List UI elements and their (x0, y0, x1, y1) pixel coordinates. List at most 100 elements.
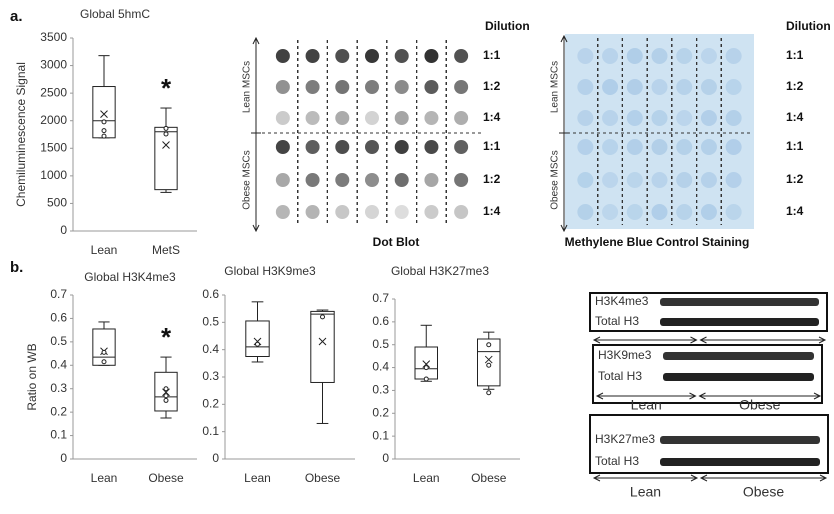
data-point (487, 363, 491, 367)
dot (365, 80, 379, 94)
y-tick-label: 0.4 (202, 342, 219, 356)
dot (365, 173, 379, 187)
stain-dot (577, 79, 593, 95)
y-tick-label: 0.7 (372, 291, 389, 305)
stain-dot (701, 204, 717, 220)
dot (306, 173, 320, 187)
box (415, 347, 438, 379)
dot (395, 140, 409, 154)
stain-dot (676, 139, 692, 155)
blot-target: H3K9me3 (598, 348, 652, 362)
dot (454, 140, 468, 154)
dot (276, 49, 290, 63)
y-tick-label: 3000 (40, 58, 67, 72)
y-tick-label: 2000 (40, 113, 67, 127)
dot (276, 111, 290, 125)
y-tick-label: 0 (60, 223, 67, 237)
stain-dot (652, 139, 668, 155)
y-tick-label: 0.7 (50, 287, 67, 301)
x-tick-label: Lean (413, 471, 440, 485)
data-point (164, 387, 168, 391)
band (660, 318, 819, 326)
dilution-heading: Dilution (485, 19, 530, 33)
y-tick-label: 0.3 (202, 369, 219, 383)
y-tick-label: 0.2 (372, 405, 389, 419)
dilution-label: 1:4 (786, 204, 804, 218)
data-point (321, 315, 325, 319)
stain-dot (602, 204, 618, 220)
significance-mark: * (161, 73, 172, 103)
chart-title: Global H3K9me3 (224, 264, 316, 278)
dot (424, 140, 438, 154)
dot (365, 140, 379, 154)
dot (365, 49, 379, 63)
group-label: Lean MSCs (550, 61, 561, 113)
y-tick-label: 0.2 (50, 404, 67, 418)
stain-dot (577, 172, 593, 188)
y-tick-label: 0.1 (202, 424, 219, 438)
data-point (164, 398, 168, 402)
x-tick-label: Obese (148, 471, 184, 485)
dot (365, 205, 379, 219)
y-tick-label: 0.1 (50, 428, 67, 442)
stain-dot (701, 110, 717, 126)
dilution-heading: Dilution (786, 19, 831, 33)
dot (395, 80, 409, 94)
stain-dot (676, 79, 692, 95)
stain-dot (602, 139, 618, 155)
y-tick-label: 2500 (40, 85, 67, 99)
significance-mark: * (161, 322, 172, 352)
dot (424, 80, 438, 94)
data-point (487, 343, 491, 347)
data-point (164, 132, 168, 136)
stain-dot (701, 79, 717, 95)
dot (454, 173, 468, 187)
dot (454, 111, 468, 125)
y-tick-label: 0 (382, 451, 389, 465)
stain-dot (577, 139, 593, 155)
x-tick-label: Obese (305, 471, 341, 485)
x-tick-label: MetS (152, 243, 180, 257)
y-tick-label: 0 (212, 451, 219, 465)
x-tick-label: Obese (471, 471, 507, 485)
caption: Dot Blot (373, 235, 420, 249)
stain-dot (577, 204, 593, 220)
chart-title: Global 5hmC (80, 7, 150, 21)
dilution-label: 1:4 (786, 110, 804, 124)
stain-dot (676, 48, 692, 64)
dilution-label: 1:2 (483, 172, 501, 186)
band (663, 352, 814, 360)
dot (424, 49, 438, 63)
group-label: Lean MSCs (242, 61, 253, 113)
chart-title: Global H3K4me3 (84, 270, 176, 284)
stain-dot (627, 204, 643, 220)
y-tick-label: 0.5 (202, 315, 219, 329)
band (660, 436, 820, 444)
x-tick-label: Lean (244, 471, 271, 485)
stain-dot (701, 48, 717, 64)
group-label: Obese MSCs (242, 150, 253, 209)
stain-dot (726, 204, 742, 220)
chart-title: Global H3K27me3 (391, 264, 489, 278)
y-tick-label: 1500 (40, 140, 67, 154)
stain-dot (676, 110, 692, 126)
blot-target: H3K4me3 (595, 294, 649, 308)
dot (335, 140, 349, 154)
stain-dot (652, 79, 668, 95)
dilution-label: 1:1 (483, 139, 501, 153)
y-tick-label: 0.6 (202, 287, 219, 301)
dot (395, 49, 409, 63)
stain-dot (652, 204, 668, 220)
stain-dot (652, 172, 668, 188)
figure: a. b. Global 5hmCChemiluminescence Signa… (0, 0, 834, 514)
y-tick-label: 1000 (40, 168, 67, 182)
box (246, 321, 269, 357)
stain-dot (627, 139, 643, 155)
y-tick-label: 0.2 (202, 397, 219, 411)
blot-control: Total H3 (595, 314, 639, 328)
stain-dot (701, 139, 717, 155)
group-label: Lean (630, 484, 661, 500)
stain-dot (602, 48, 618, 64)
stain-dot (627, 79, 643, 95)
y-tick-label: 500 (47, 196, 67, 210)
